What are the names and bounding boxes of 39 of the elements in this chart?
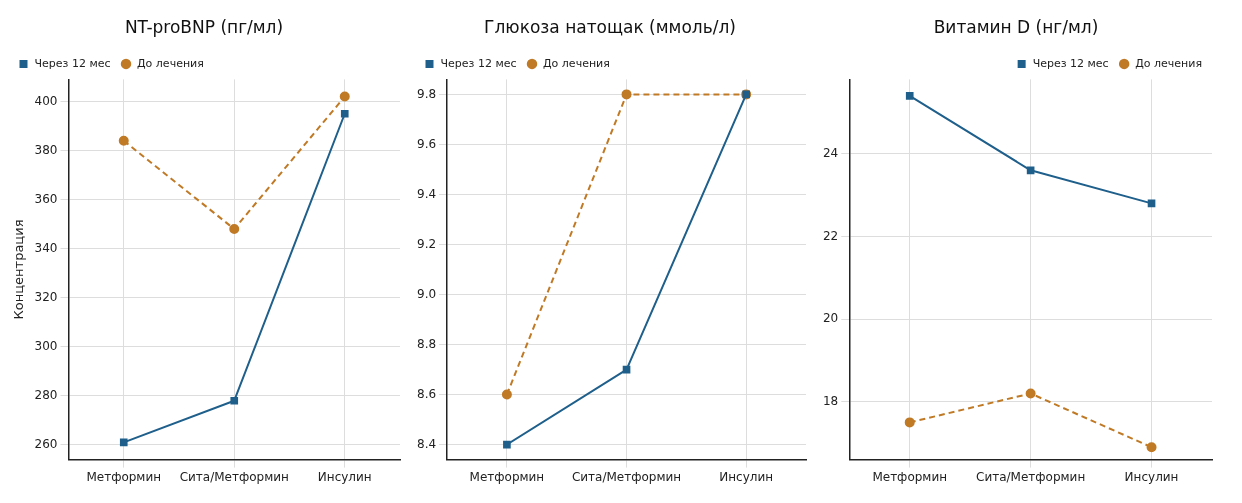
y-tick-label: 400 [34,93,58,108]
y-tick-label: 8.4 [416,436,437,451]
x-tick-label: Сита/Метформин [179,469,289,484]
chart-title: Витамин D (нг/мл) [933,16,1099,37]
y-tick-label: 9.6 [416,136,437,151]
x-tick-label: Инсулин [317,469,372,484]
y-tick-label: 8.6 [416,386,437,401]
y-tick-label: 360 [34,191,58,206]
legend-label: До лечения [1135,56,1202,70]
x-tick-label: Метформин [872,469,948,484]
y-axis-title: Концентрация [11,219,27,320]
y-tick-label: 280 [34,387,58,402]
legend-label: Через 12 мес [34,56,111,70]
chart-title: NT-proBNP (пг/мл) [124,16,284,37]
legend-label: До лечения [137,56,204,70]
x-tick-label: Метформин [469,469,545,484]
y-tick-label: 9.8 [416,86,437,101]
y-tick-label: 260 [34,437,58,452]
y-tick-label: 9.4 [416,186,437,201]
y-tick-label: 340 [34,240,58,255]
legend-label: Через 12 мес [1032,56,1109,70]
y-tick-label: 9.2 [416,236,437,251]
legend-label: Через 12 мес [440,56,517,70]
x-tick-label: Сита/Метформин [571,469,682,484]
y-tick-label: 22 [822,228,839,243]
x-tick-label: Инсулин [1124,469,1179,484]
y-tick-label: 320 [34,289,58,304]
y-tick-label: 300 [34,338,58,353]
y-tick-label: 24 [822,145,839,160]
chart-title: Глюкоза натощак (ммоль/л) [484,16,736,37]
y-tick-label: 20 [822,311,839,326]
y-tick-label: 9.0 [416,286,437,301]
y-tick-label: 380 [34,142,58,157]
x-tick-label: Сита/Метформин [976,469,1086,484]
x-tick-label: Инсулин [719,469,774,484]
x-tick-label: Метформин [86,469,162,484]
legend-label: До лечения [543,56,610,70]
y-tick-label: 18 [822,393,839,408]
y-tick-label: 8.8 [416,336,437,351]
